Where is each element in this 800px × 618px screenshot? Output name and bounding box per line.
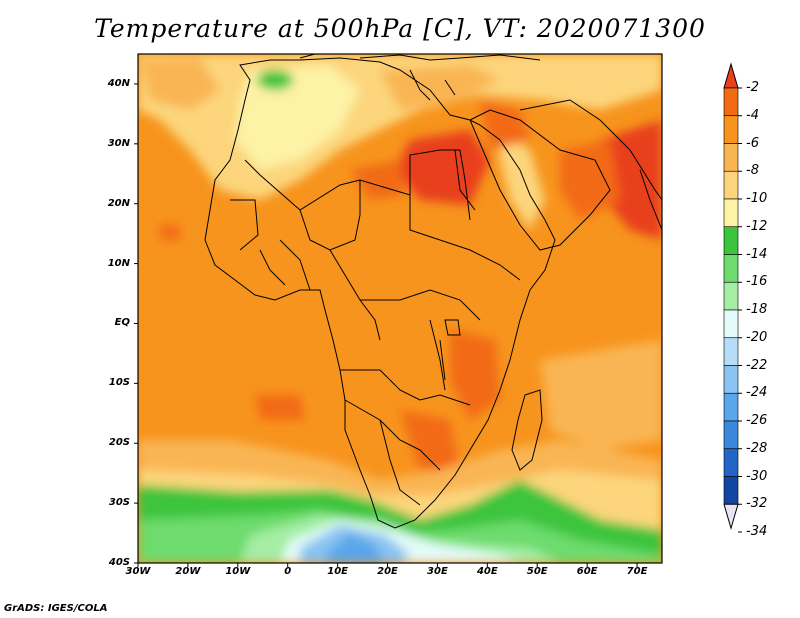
colorbar-label: -4	[746, 107, 759, 123]
plot-frame	[137, 53, 663, 564]
x-tick-label: 20W	[175, 566, 201, 577]
colorbar-label: -24	[746, 385, 768, 401]
colorbar-label: -16	[746, 274, 768, 290]
colorbar-swatch	[723, 476, 739, 505]
colorbar-bottom-arrow	[723, 503, 739, 531]
colorbar-swatch	[723, 365, 739, 394]
colorbar-swatch	[723, 226, 739, 255]
x-tick-label: 40E	[476, 566, 498, 577]
colorbar-label: -18	[746, 302, 768, 317]
x-tick-label: 50E	[526, 566, 548, 577]
colorbar-label: -32	[746, 496, 768, 512]
x-tick-label: 20E	[377, 566, 398, 577]
x-tick-label: 10E	[327, 566, 348, 577]
colorbar-label: -20	[746, 329, 768, 345]
colorbar	[723, 62, 742, 533]
y-tick-label: 10N	[107, 257, 130, 269]
colorbar-label: -6	[746, 135, 759, 151]
colorbar-label: -28	[746, 440, 768, 456]
colorbar-swatch	[723, 281, 739, 311]
map-title: Temperature at 500hPa [C], VT: 202007130…	[94, 14, 706, 43]
credit-text: GrADS: IGES/COLA	[4, 603, 108, 614]
colorbar-swatch	[723, 448, 739, 477]
axis-ticks	[134, 83, 638, 567]
x-tick-label: 0	[284, 566, 292, 577]
y-tick-label: 10S	[108, 377, 130, 389]
colorbar-swatch	[723, 143, 739, 172]
y-tick-label: 20N	[107, 197, 130, 209]
colorbar-swatch	[723, 198, 739, 228]
colorbar-label: -2	[746, 80, 759, 95]
x-tick-label: 10W	[225, 566, 251, 577]
y-tick-label: 30S	[108, 497, 130, 509]
y-tick-label: 20S	[108, 437, 130, 449]
colorbar-label: -26	[746, 413, 768, 428]
colorbar-label: -22	[746, 357, 768, 373]
x-tick-label: 60E	[576, 566, 598, 577]
colorbar-swatch	[723, 254, 739, 283]
temperature-field	[138, 54, 662, 563]
colorbar-swatch	[723, 337, 739, 366]
colorbar-top-arrow	[723, 62, 739, 89]
x-tick-label: 30W	[125, 566, 151, 577]
y-tick-label: EQ	[114, 317, 130, 329]
colorbar-label: -30	[746, 468, 768, 484]
x-tick-label: 30E	[427, 566, 448, 577]
colorbar-label: -10	[746, 191, 768, 206]
colorbar-label: -12	[746, 218, 768, 234]
y-tick-label: 40S	[108, 557, 130, 568]
y-tick-label: 30N	[107, 137, 130, 149]
colorbar-label: -14	[746, 246, 768, 262]
colorbar-swatch	[723, 115, 739, 144]
y-tick-label: 40N	[107, 77, 130, 89]
colorbar-swatch	[723, 420, 739, 450]
colorbar-swatch	[723, 392, 739, 422]
colorbar-label: -8	[746, 163, 759, 179]
colorbar-label: -34	[746, 524, 768, 539]
coastlines	[204, 54, 662, 529]
x-tick-label: 70E	[626, 566, 648, 577]
colorbar-swatch	[723, 170, 739, 200]
colorbar-swatch	[723, 87, 739, 117]
colorbar-swatch	[723, 309, 739, 339]
